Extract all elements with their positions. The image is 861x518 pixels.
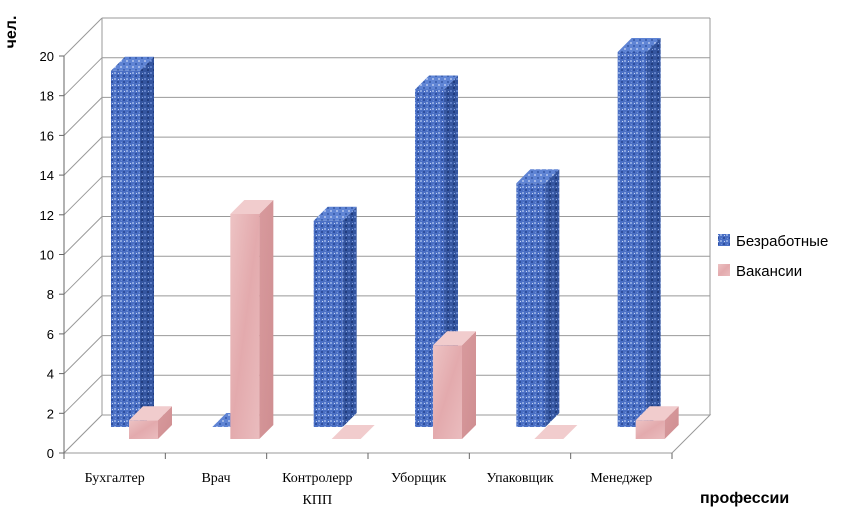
gridline-side [63,295,103,335]
bar-face-front [433,345,462,439]
gridline-side [63,136,103,176]
bar-unemployed-5 [617,38,661,427]
bar-face-front [617,52,647,427]
gridline-side [63,335,103,374]
legend-swatch-unemployed [718,234,730,246]
gridline-side [63,216,103,255]
x-tick-label: Менеджер [590,471,652,486]
bar-face-top [635,406,679,421]
x-tick-label: Уборщик [391,471,446,486]
y-tick-label: 8 [47,287,54,302]
bar-face-top [129,406,172,421]
y-tick-label: 2 [47,406,54,421]
y-tick-label: 20 [40,49,54,64]
bar-face-top [331,425,375,439]
y-tick-label: 10 [40,248,54,263]
bar-vacancies-0 [129,406,172,439]
bar-face-top [111,56,154,71]
bar-face-front [129,420,158,439]
bar-face-top [534,425,578,439]
bar-face-front [230,214,260,439]
gridline-side [63,374,103,414]
bar-face-top [230,200,274,214]
bar-face-front [516,183,546,427]
legend: Безработные Вакансии [718,233,828,280]
y-tick-label: 12 [40,208,54,223]
axis-labels: 0 2 4 6 8 10 12 14 16 18 20 Бухгалтер Врач Контролерр… [40,49,653,508]
y-axis-title: чел. [3,16,20,49]
x-tick-label: Контролерр КПП [282,471,352,508]
bar-unemployed-0 [111,56,154,427]
bar-unemployed-4 [516,169,560,427]
gridline-side [63,255,103,295]
y-tick-label: 18 [40,89,54,104]
bar-face-side [646,38,661,427]
y-tick-label: 4 [47,367,54,382]
bar-face-top [516,169,560,184]
legend-swatch-vacancies [718,264,730,276]
bar-face-side [342,206,357,427]
bar-vacancies-3 [433,331,476,439]
bar-face-top [415,75,458,90]
bar-face-side [158,406,172,439]
bar-face-top [313,206,357,221]
gridline-side [63,17,103,57]
bar-face-front [111,70,140,427]
gridlines [62,17,712,454]
bar-face-side [140,56,154,427]
y-tick-label: 6 [47,327,54,342]
bar-face-side [462,331,476,439]
bar-face-side [545,169,560,427]
y-tick-label: 0 [47,446,54,461]
legend-label-unemployed: Безработные [736,233,828,250]
bar-face-side [259,200,274,439]
bar-face-front [635,420,665,439]
gridline-side [63,97,103,136]
bar-face-side [664,406,679,439]
bar-face-front [313,220,343,427]
bar-unemployed-2 [313,206,357,427]
bar-vacancies-5 [635,406,679,439]
x-tick-label: Бухгалтер [85,471,145,486]
x-tick-label: Упаковщик [486,471,553,486]
axes [59,18,711,459]
x-tick-label: Врач [201,471,230,486]
bars [111,38,679,439]
y-tick-label: 16 [40,128,54,143]
bar-vacancies-1 [230,200,274,439]
bar-face-top [433,331,476,346]
y-tick-label: 14 [40,168,54,183]
gridline-side [63,176,103,216]
bar-vacancies-4 [534,425,578,439]
gridline-side [63,57,103,97]
bar-face-top [617,38,661,52]
x-axis-title: профессии [700,490,789,507]
bar-vacancies-2 [331,425,375,439]
legend-label-vacancies: Вакансии [736,263,802,280]
